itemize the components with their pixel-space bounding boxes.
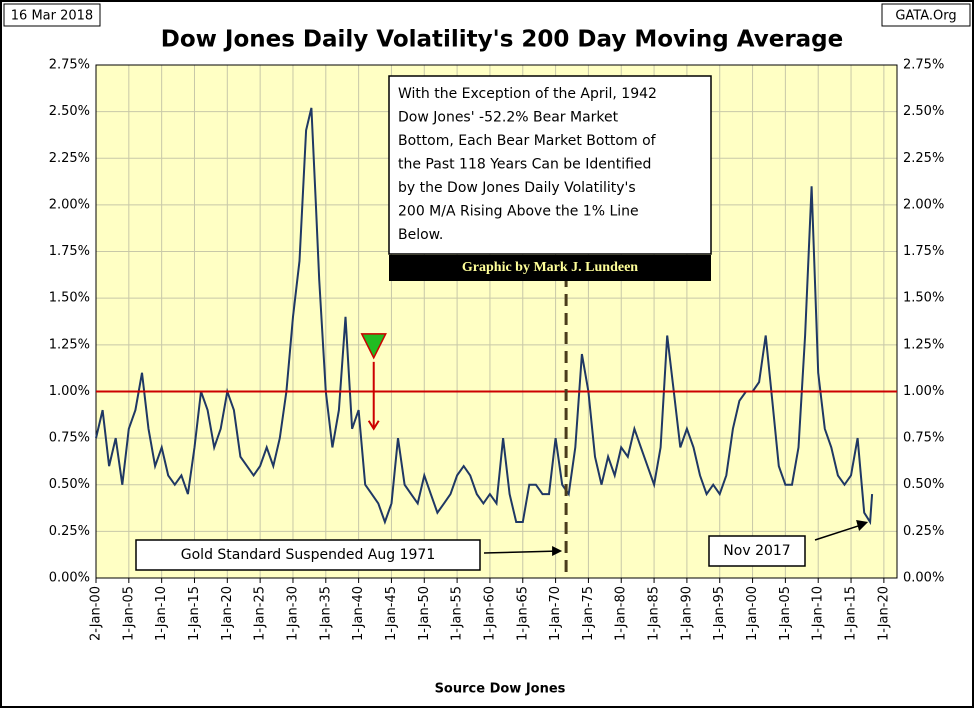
- x-tick-label: 1-Jan-30: [285, 586, 300, 641]
- x-tick-label: 1-Jan-10: [811, 586, 826, 641]
- x-axis-label: Source Dow Jones: [435, 682, 566, 697]
- source-box: [881, 3, 971, 27]
- y-tick-label: 1.50%: [49, 291, 90, 306]
- y-tick-label: 2.00%: [49, 197, 90, 212]
- triangle-marker: [360, 333, 387, 360]
- source-label: GATA.Org: [895, 9, 956, 24]
- end-label: Nov 2017: [723, 543, 790, 559]
- note-line: Dow Jones' -52.2% Bear Market: [398, 110, 619, 126]
- vline-arrow: [483, 550, 561, 554]
- date-box: [3, 3, 101, 27]
- x-tick-label: 1-Jan-00: [745, 586, 760, 641]
- note-line: 200 M/A Rising Above the 1% Line: [398, 204, 639, 220]
- note-line: the Past 118 Years Can be Identified: [398, 157, 651, 173]
- y-tick-label: 0.50%: [49, 477, 90, 492]
- x-tick-label: 1-Jan-20: [220, 586, 235, 641]
- x-tick-label: 1-Jan-35: [318, 586, 333, 641]
- x-tick-label: 1-Jan-40: [351, 586, 366, 641]
- plot-border: [95, 64, 898, 579]
- x-tick-label: 1-Jan-05: [778, 586, 793, 641]
- credit-label: Graphic by Mark J. Lundeen: [462, 260, 638, 275]
- x-tick-label: 1-Jan-75: [581, 586, 596, 641]
- x-tick-label: 1-Jan-55: [450, 586, 465, 641]
- y2-tick-label: 0.00%: [903, 571, 944, 586]
- x-tick-label: 1-Jan-95: [712, 586, 727, 641]
- y-tick-label: 2.50%: [49, 104, 90, 119]
- y2-tick-label: 2.25%: [903, 151, 944, 166]
- marker-arrowhead: [367, 420, 380, 431]
- note-line: With the Exception of the April, 1942: [398, 86, 657, 102]
- y2-tick-label: 1.75%: [903, 244, 944, 259]
- y-tick-label: 0.25%: [49, 524, 90, 539]
- y-tick-label: 2.25%: [49, 151, 90, 166]
- vline-arrowhead: [552, 546, 563, 556]
- x-tick-label: 1-Jan-65: [515, 586, 530, 641]
- y2-tick-label: 2.75%: [903, 58, 944, 73]
- x-tick-label: 1-Jan-25: [253, 586, 268, 641]
- x-tick-label: 1-Jan-15: [844, 586, 859, 641]
- y2-tick-label: 1.25%: [903, 337, 944, 352]
- note-line: Bottom, Each Bear Market Bottom of: [398, 133, 657, 149]
- end-arrow: [814, 523, 865, 541]
- y-tick-label: 2.75%: [49, 58, 90, 73]
- x-tick-label: 1-Jan-85: [647, 586, 662, 641]
- y2-tick-label: 1.50%: [903, 291, 944, 306]
- x-tick-label: 1-Jan-10: [154, 586, 169, 641]
- x-tick-label: 1-Jan-15: [187, 586, 202, 641]
- y-tick-label: 1.25%: [49, 337, 90, 352]
- x-tick-label: 1-Jan-45: [384, 586, 399, 641]
- x-tick-label: 1-Jan-50: [417, 586, 432, 641]
- note-line: Below.: [398, 227, 443, 243]
- credit-box: [389, 255, 711, 281]
- y2-tick-label: 0.25%: [903, 524, 944, 539]
- y-tick-label: 1.00%: [49, 384, 90, 399]
- x-tick-label: 1-Jan-90: [679, 586, 694, 641]
- y-tick-label: 0.75%: [49, 431, 90, 446]
- note-box: [388, 75, 712, 255]
- note-line: by the Dow Jones Daily Volatility's: [398, 180, 636, 196]
- chart-title: Dow Jones Daily Volatility's 200 Day Mov…: [161, 27, 844, 53]
- y2-tick-label: 2.50%: [903, 104, 944, 119]
- x-tick-label: 1-Jan-20: [876, 586, 891, 641]
- date-label: 16 Mar 2018: [11, 9, 93, 24]
- end-arrowhead: [856, 520, 869, 532]
- vline-label: Gold Standard Suspended Aug 1971: [181, 547, 435, 563]
- y2-tick-label: 1.00%: [903, 384, 944, 399]
- y-tick-label: 1.75%: [49, 244, 90, 259]
- end-label-box: [708, 535, 806, 567]
- x-tick-label: 1-Jan-60: [482, 586, 497, 641]
- y-tick-label: 0.00%: [49, 571, 90, 586]
- x-tick-label: 1-Jan-05: [121, 586, 136, 641]
- x-tick-label: 2-Jan-00: [89, 586, 104, 641]
- vline-label-box: [135, 539, 481, 571]
- y2-tick-label: 0.75%: [903, 431, 944, 446]
- y2-tick-label: 2.00%: [903, 197, 944, 212]
- y2-tick-label: 0.50%: [903, 477, 944, 492]
- x-tick-label: 1-Jan-70: [548, 586, 563, 641]
- x-tick-label: 1-Jan-80: [614, 586, 629, 641]
